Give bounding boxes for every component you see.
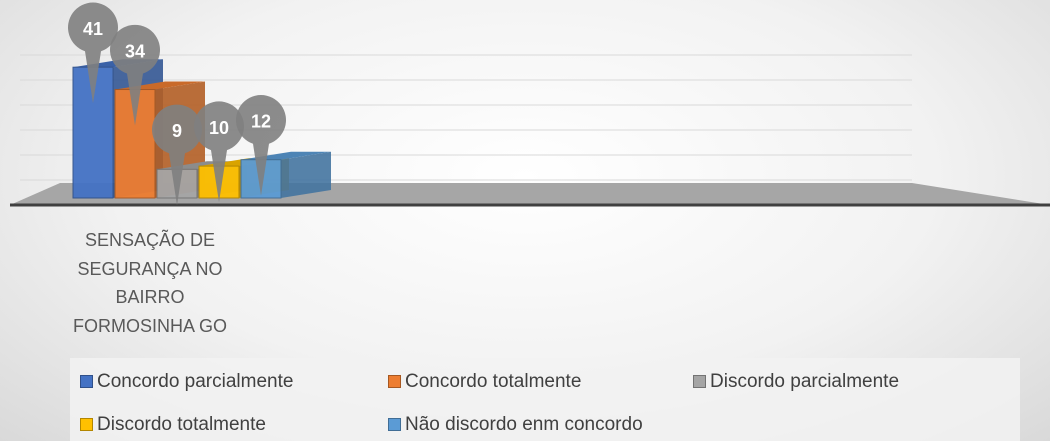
legend-label: Não discordo enm concordo	[405, 414, 643, 435]
legend-label: Concordo totalmente	[405, 371, 582, 392]
callout	[194, 101, 245, 203]
legend-swatch	[80, 418, 93, 431]
callout	[110, 24, 160, 126]
callout	[67, 2, 118, 104]
legend-swatch	[388, 418, 401, 431]
legend-label: Discordo parcialmente	[710, 371, 900, 392]
data-label: 41	[83, 19, 103, 39]
legend-item: Concordo parcialmente	[80, 371, 293, 393]
callout	[236, 95, 287, 196]
bar-side	[281, 151, 331, 198]
legend-item: Concordo totalmente	[388, 371, 581, 393]
legend-swatch	[693, 375, 706, 388]
data-label: 12	[251, 111, 271, 131]
legend-item: Discordo totalmente	[80, 414, 266, 436]
callout	[152, 104, 203, 206]
legend-item: Não discordo enm concordo	[388, 414, 643, 436]
legend-item: Discordo parcialmente	[693, 371, 899, 393]
legend-label: Concordo parcialmente	[97, 371, 294, 392]
legend-label: Discordo totalmente	[97, 414, 266, 435]
data-label: 34	[125, 41, 145, 61]
legend-swatch	[388, 375, 401, 388]
legend: Concordo parcialmente Concordo totalmente…	[70, 358, 1020, 441]
category-label: SENSAÇÃO DE SEGURANÇA NO BAIRRO FORMOSIN…	[72, 230, 227, 336]
data-label: 9	[172, 121, 182, 141]
legend-swatch	[80, 375, 93, 388]
data-label: 10	[209, 118, 229, 138]
